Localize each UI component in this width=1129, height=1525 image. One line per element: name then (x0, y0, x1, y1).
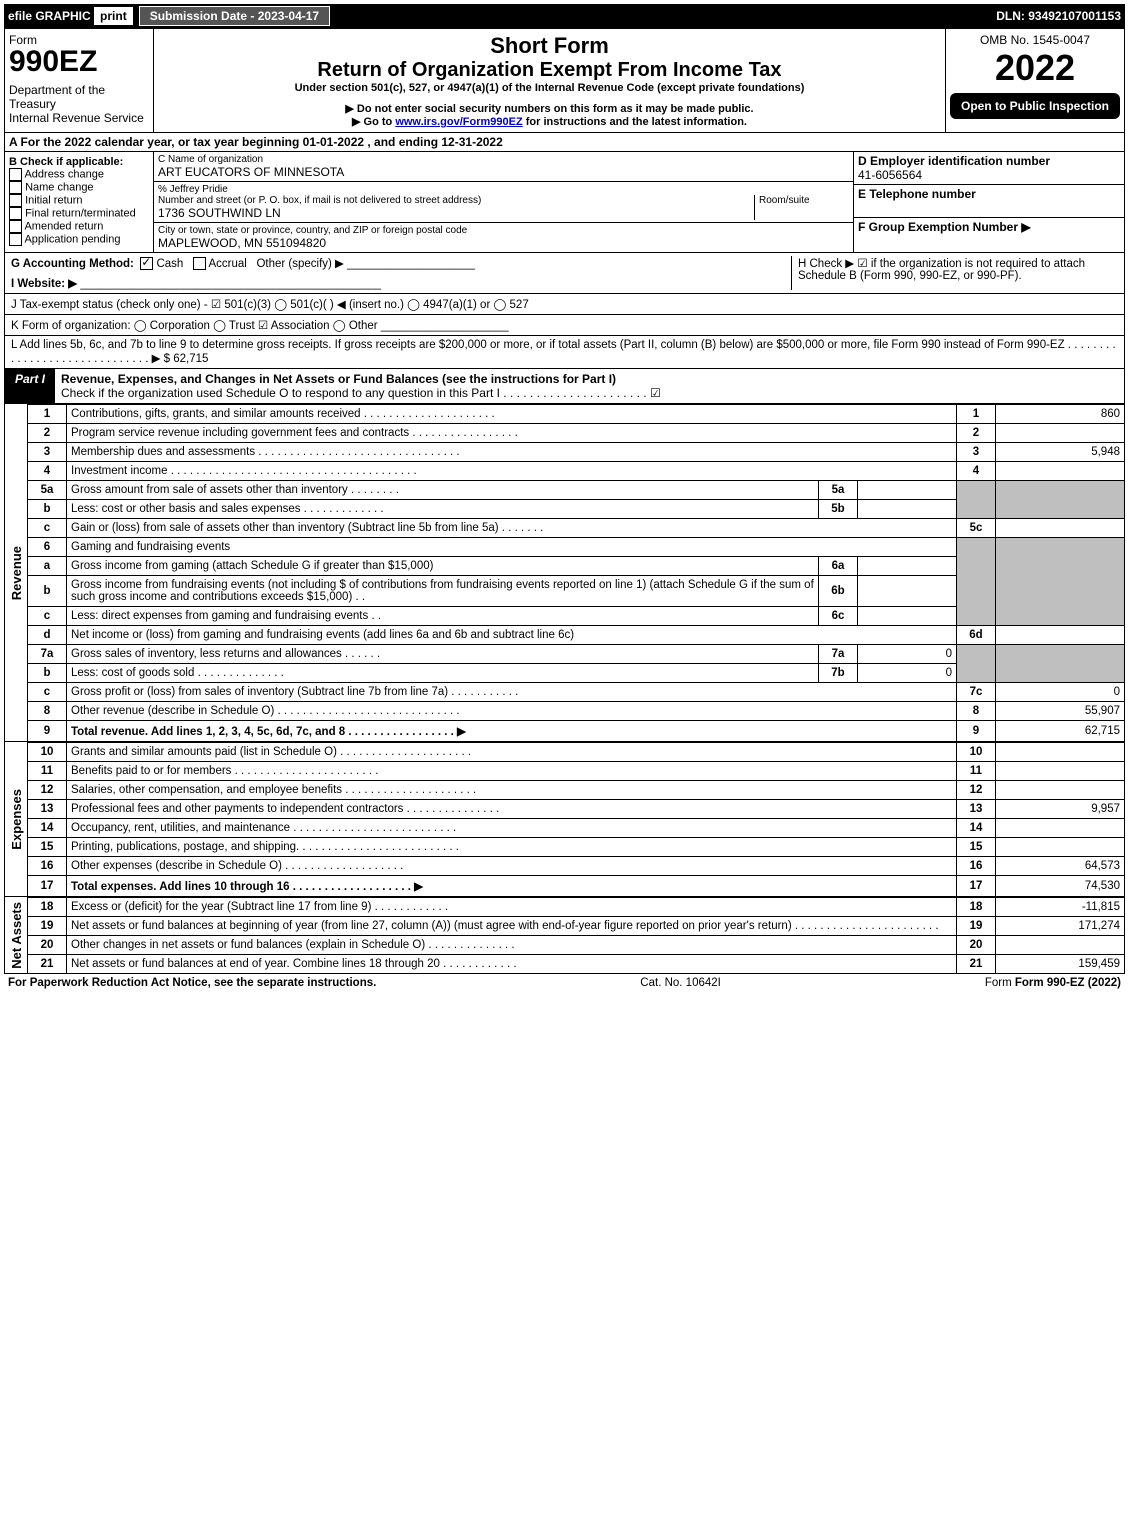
line-19: 19Net assets or fund balances at beginni… (28, 917, 1125, 936)
line-15: 15Printing, publications, postage, and s… (28, 838, 1125, 857)
part1-header: Part I Revenue, Expenses, and Changes in… (4, 369, 1125, 404)
footer-right: Form Form 990-EZ (2022) (985, 977, 1121, 989)
revenue-vlabel: Revenue (9, 546, 24, 600)
checkbox-cash[interactable] (140, 257, 153, 270)
checkbox-name[interactable] (9, 181, 22, 194)
expenses-section: Expenses 10Grants and similar amounts pa… (4, 742, 1125, 897)
col-b: B Check if applicable: Address change Na… (5, 152, 154, 252)
note1: ▶ Do not enter social security numbers o… (160, 102, 939, 115)
line-6d: dNet income or (loss) from gaming and fu… (28, 626, 1125, 645)
section-a: A For the 2022 calendar year, or tax yea… (4, 133, 1125, 152)
line-20: 20Other changes in net assets or fund ba… (28, 936, 1125, 955)
line-12: 12Salaries, other compensation, and empl… (28, 781, 1125, 800)
line-17: 17Total expenses. Add lines 10 through 1… (28, 876, 1125, 897)
part1-title: Revenue, Expenses, and Changes in Net As… (61, 372, 616, 386)
checkbox-accrual[interactable] (193, 257, 206, 270)
submission-date: Submission Date - 2023-04-17 (139, 6, 330, 26)
netassets-vlabel: Net Assets (9, 902, 24, 969)
pct-name: % Jeffrey Pridie (158, 184, 849, 195)
info-grid: B Check if applicable: Address change Na… (4, 152, 1125, 253)
room-label: Room/suite (759, 195, 849, 206)
irs-label: Internal Revenue Service (9, 111, 149, 125)
line-5c: cGain or (loss) from sale of assets othe… (28, 519, 1125, 538)
street-label: Number and street (or P. O. box, if mail… (158, 195, 754, 206)
subtitle: Under section 501(c), 527, or 4947(a)(1)… (160, 82, 939, 94)
row-h: H Check ▶ ☑ if the organization is not r… (791, 256, 1118, 290)
line-5a: 5aGross amount from sale of assets other… (28, 481, 1125, 500)
footer-left: For Paperwork Reduction Act Notice, see … (8, 977, 376, 989)
line-8: 8Other revenue (describe in Schedule O) … (28, 702, 1125, 721)
row-k: K Form of organization: ◯ Corporation ◯ … (4, 315, 1125, 336)
line-6: 6Gaming and fundraising events (28, 538, 1125, 557)
tax-year: 2022 (950, 47, 1120, 89)
line-4: 4Investment income . . . . . . . . . . .… (28, 462, 1125, 481)
line-18: 18Excess or (deficit) for the year (Subt… (28, 898, 1125, 917)
ein: 41-6056564 (858, 168, 1120, 182)
line-1: 1Contributions, gifts, grants, and simil… (28, 405, 1125, 424)
omb-label: OMB No. 1545-0047 (950, 33, 1120, 47)
col-c: C Name of organization ART EUCATORS OF M… (154, 152, 854, 252)
checkbox-final[interactable] (9, 207, 22, 220)
row-l: L Add lines 5b, 6c, and 7b to line 9 to … (4, 336, 1125, 369)
line-13: 13Professional fees and other payments t… (28, 800, 1125, 819)
checkbox-address[interactable] (9, 168, 22, 181)
footer-center: Cat. No. 10642I (640, 977, 721, 989)
checkbox-initial[interactable] (9, 194, 22, 207)
org-name-label: C Name of organization (158, 154, 849, 165)
dln-label: DLN: 93492107001153 (996, 9, 1121, 23)
line-3: 3Membership dues and assessments . . . .… (28, 443, 1125, 462)
group-label: F Group Exemption Number ▶ (858, 220, 1120, 234)
checkbox-pending[interactable] (9, 233, 22, 246)
row-j: J Tax-exempt status (check only one) - ☑… (4, 294, 1125, 315)
line-7a: 7aGross sales of inventory, less returns… (28, 645, 1125, 664)
line-11: 11Benefits paid to or for members . . . … (28, 762, 1125, 781)
revenue-section: Revenue 1Contributions, gifts, grants, a… (4, 404, 1125, 742)
top-bar: efile GRAPHIC print Submission Date - 20… (4, 4, 1125, 28)
city-label: City or town, state or province, country… (158, 225, 849, 236)
note2: ▶ Go to www.irs.gov/Form990EZ for instru… (160, 115, 939, 128)
line-21: 21Net assets or fund balances at end of … (28, 955, 1125, 974)
org-name: ART EUCATORS OF MINNESOTA (158, 165, 849, 179)
row-g-h: G Accounting Method: Cash Accrual Other … (4, 253, 1125, 294)
checkbox-amended[interactable] (9, 220, 22, 233)
footer: For Paperwork Reduction Act Notice, see … (4, 974, 1125, 992)
form-number: 990EZ (9, 47, 149, 77)
part1-check: Check if the organization used Schedule … (61, 386, 661, 400)
part1-label: Part I (5, 369, 55, 403)
line-14: 14Occupancy, rent, utilities, and mainte… (28, 819, 1125, 838)
line-2: 2Program service revenue including gover… (28, 424, 1125, 443)
expenses-vlabel: Expenses (9, 789, 24, 850)
phone-label: E Telephone number (858, 187, 1120, 201)
main-title: Return of Organization Exempt From Incom… (160, 59, 939, 82)
col-d: D Employer identification number 41-6056… (854, 152, 1124, 252)
line-9: 9Total revenue. Add lines 1, 2, 3, 4, 5c… (28, 721, 1125, 742)
efile-label: efile GRAPHIC (8, 9, 91, 23)
row-i: I Website: ▶ (11, 278, 77, 290)
print-link[interactable]: print (94, 7, 133, 25)
netassets-section: Net Assets 18Excess or (deficit) for the… (4, 897, 1125, 974)
line-10: 10Grants and similar amounts paid (list … (28, 743, 1125, 762)
street: 1736 SOUTHWIND LN (158, 206, 754, 220)
form-header: Form 990EZ Department of the Treasury In… (4, 28, 1125, 133)
open-inspection: Open to Public Inspection (950, 93, 1120, 119)
ein-label: D Employer identification number (858, 154, 1120, 168)
irs-link[interactable]: www.irs.gov/Form990EZ (395, 116, 522, 128)
dept-label: Department of the Treasury (9, 83, 149, 111)
line-7c: cGross profit or (loss) from sales of in… (28, 683, 1125, 702)
line-16: 16Other expenses (describe in Schedule O… (28, 857, 1125, 876)
col-b-header: B Check if applicable: (9, 156, 149, 168)
city: MAPLEWOOD, MN 551094820 (158, 236, 849, 250)
short-form-title: Short Form (160, 33, 939, 59)
